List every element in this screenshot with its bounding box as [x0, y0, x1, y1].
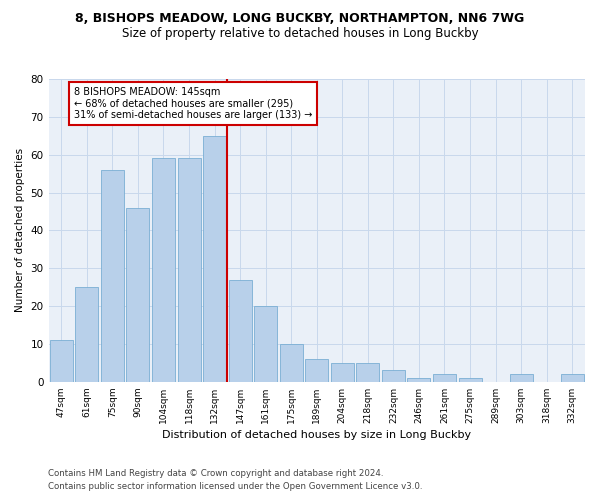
- Text: Contains HM Land Registry data © Crown copyright and database right 2024.: Contains HM Land Registry data © Crown c…: [48, 468, 383, 477]
- Bar: [433, 374, 456, 382]
- Bar: [356, 363, 379, 382]
- Bar: [331, 363, 354, 382]
- Bar: [101, 170, 124, 382]
- Bar: [305, 359, 328, 382]
- Bar: [382, 370, 405, 382]
- Bar: [203, 136, 226, 382]
- Text: 8 BISHOPS MEADOW: 145sqm
← 68% of detached houses are smaller (295)
31% of semi-: 8 BISHOPS MEADOW: 145sqm ← 68% of detach…: [74, 86, 313, 120]
- Bar: [76, 287, 98, 382]
- Bar: [458, 378, 482, 382]
- Text: 8, BISHOPS MEADOW, LONG BUCKBY, NORTHAMPTON, NN6 7WG: 8, BISHOPS MEADOW, LONG BUCKBY, NORTHAMP…: [76, 12, 524, 26]
- Bar: [127, 208, 149, 382]
- Bar: [280, 344, 303, 382]
- Bar: [50, 340, 73, 382]
- Text: Contains public sector information licensed under the Open Government Licence v3: Contains public sector information licen…: [48, 482, 422, 491]
- Bar: [407, 378, 430, 382]
- Bar: [561, 374, 584, 382]
- Bar: [509, 374, 533, 382]
- Bar: [152, 158, 175, 382]
- Text: Size of property relative to detached houses in Long Buckby: Size of property relative to detached ho…: [122, 28, 478, 40]
- Y-axis label: Number of detached properties: Number of detached properties: [15, 148, 25, 312]
- Bar: [254, 306, 277, 382]
- Bar: [229, 280, 251, 382]
- Bar: [178, 158, 200, 382]
- X-axis label: Distribution of detached houses by size in Long Buckby: Distribution of detached houses by size …: [162, 430, 472, 440]
